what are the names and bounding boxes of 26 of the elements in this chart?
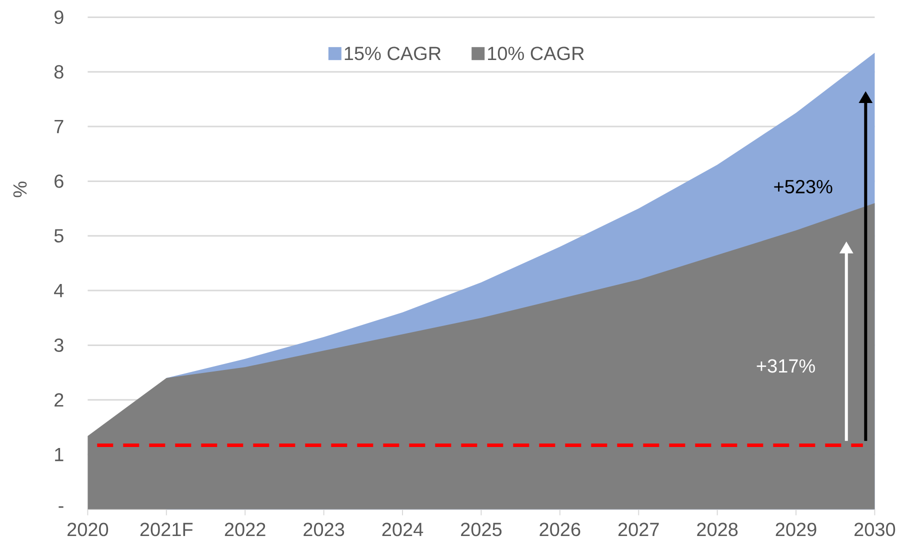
x-tick-label: 2024 bbox=[382, 522, 424, 536]
y-tick-label: 2 bbox=[54, 393, 64, 406]
legend-label: 10% CAGR bbox=[488, 46, 584, 60]
x-tick-label: 2029 bbox=[776, 522, 816, 536]
legend-label: 15% CAGR bbox=[344, 46, 441, 60]
y-tick-label: 8 bbox=[54, 65, 64, 79]
x-tick-label: 2030 bbox=[854, 522, 896, 536]
y-axis-title: % bbox=[13, 182, 27, 198]
y-tick-label: 7 bbox=[54, 120, 64, 134]
y-tick-label: 1 bbox=[55, 448, 64, 462]
y-tick-label: 3 bbox=[54, 338, 64, 352]
x-tick-label: 2021F bbox=[140, 522, 193, 536]
x-tick-label: 2026 bbox=[540, 522, 580, 536]
y-tick-label: 6 bbox=[54, 174, 64, 188]
y-tick-label: 5 bbox=[54, 229, 64, 242]
x-tick-label: 2023 bbox=[304, 522, 344, 536]
x-tick-label: 2028 bbox=[697, 522, 738, 536]
x-tick-label: 2027 bbox=[618, 522, 659, 536]
annotation: +317% bbox=[756, 359, 815, 373]
x-tick-label: 2022 bbox=[224, 522, 266, 536]
y-tick-label: 4 bbox=[54, 284, 64, 298]
x-tick-label: 2020 bbox=[68, 522, 108, 536]
annotation: +523% bbox=[774, 180, 832, 194]
x-tick-label: 2025 bbox=[461, 522, 502, 536]
y-tick-label: - bbox=[58, 506, 64, 508]
y-tick-label: 9 bbox=[54, 10, 64, 24]
